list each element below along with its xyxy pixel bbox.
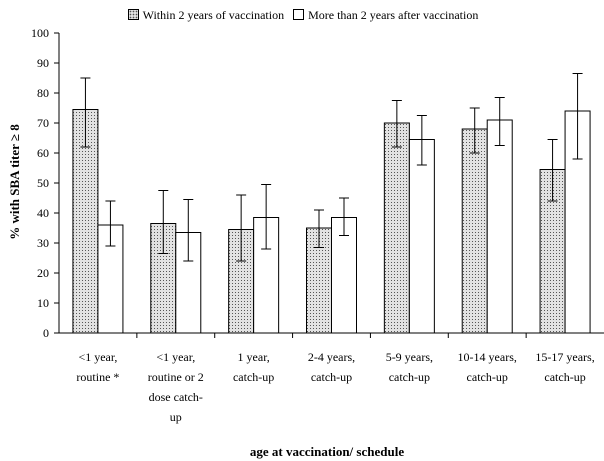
x-tick-label: <1 year, — [156, 350, 195, 364]
y-tick-label: 80 — [37, 86, 49, 100]
y-tick-label: 20 — [37, 266, 49, 280]
x-tick-label: 15-17 years, — [535, 350, 594, 364]
x-tick-label: routine * — [76, 370, 119, 384]
y-tick-label: 90 — [37, 56, 49, 70]
x-tick-label: <1 year, — [78, 350, 117, 364]
y-tick-label: 100 — [31, 26, 49, 40]
legend-entry-within-2-years: Within 2 years of vaccination — [126, 8, 284, 23]
legend-label-within-2-years: Within 2 years of vaccination — [142, 7, 285, 22]
legend-swatch-white — [293, 8, 305, 20]
chart-legend: Within 2 years of vaccination More than … — [0, 7, 604, 23]
bar-series-2 — [486, 119, 513, 334]
x-tick-label: catch-up — [389, 370, 430, 384]
x-tick-labels: <1 year, routine * <1 year, routine or 2 dos… — [76, 350, 594, 424]
y-tick-label: 30 — [37, 236, 49, 250]
error-bars — [80, 73, 583, 262]
x-tick-label: 5-9 years, — [386, 350, 433, 364]
bar-series-1 — [383, 122, 410, 334]
bar-series-2 — [331, 217, 357, 334]
y-tick-label: 70 — [37, 116, 49, 130]
x-tick-label: 1 year, — [238, 350, 270, 364]
x-tick-label: catch-up — [233, 370, 274, 384]
x-tick-label: 2-4 years, — [308, 350, 355, 364]
y-tick-label: 60 — [37, 146, 49, 160]
legend-label-more-than-2-years: More than 2 years after vaccination — [308, 7, 479, 22]
y-tick-label: 40 — [37, 206, 49, 220]
legend-swatch-dotted — [127, 8, 139, 20]
y-tick-label: 50 — [37, 176, 49, 190]
x-tick-label: routine or 2 — [148, 370, 204, 384]
x-tick-label: 10-14 years, — [458, 350, 517, 364]
x-tick-label: catch-up — [311, 370, 352, 384]
bar-series-2 — [408, 139, 435, 334]
x-tick-label: catch-up — [467, 370, 508, 384]
bar-series-1 — [461, 128, 488, 334]
x-tick-label: up — [170, 410, 182, 424]
x-tick-label: dose catch- — [149, 390, 203, 404]
y-axis-label: % with SBA titer ≥ 8 — [7, 124, 22, 240]
x-axis-label: age at vaccination/ schedule — [250, 444, 404, 459]
bars — [72, 109, 591, 334]
x-tick-label: catch-up — [544, 370, 585, 384]
y-tick-label: 0 — [43, 326, 49, 340]
legend-entry-more-than-2-years: More than 2 years after vaccination — [287, 8, 478, 23]
y-tick-label: 10 — [37, 296, 49, 310]
